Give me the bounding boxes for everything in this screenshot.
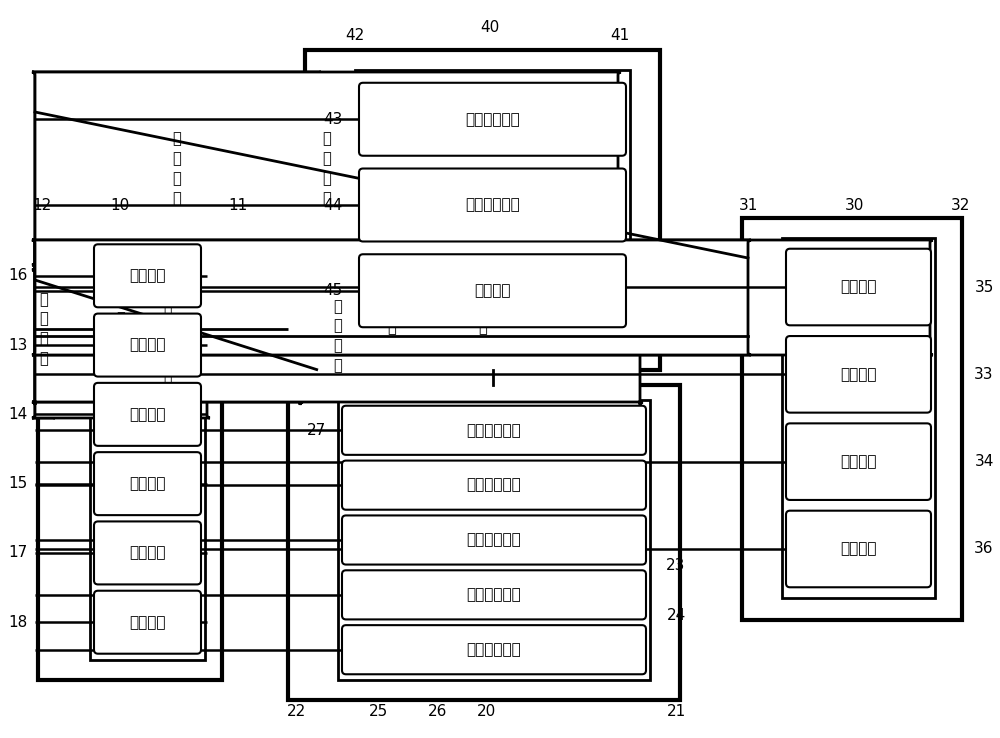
Text: 机器翻译模块: 机器翻译模块 (467, 477, 521, 493)
FancyBboxPatch shape (32, 240, 55, 418)
Text: 25: 25 (368, 705, 388, 720)
Bar (782, 238, 935, 598)
Text: 13: 13 (8, 337, 28, 353)
Bar (355, 70, 630, 340)
FancyBboxPatch shape (342, 625, 646, 675)
Bar (288, 385, 680, 700)
FancyBboxPatch shape (342, 570, 646, 619)
Text: 17: 17 (8, 545, 28, 560)
Text: 42: 42 (345, 27, 365, 43)
Text: 27: 27 (306, 423, 326, 438)
Text: 23: 23 (666, 557, 686, 573)
FancyBboxPatch shape (359, 255, 626, 327)
Text: 数
据
存
储
模
块: 数 据 存 储 模 块 (163, 283, 172, 389)
Text: 通
信
模
块: 通 信 模 块 (322, 131, 331, 206)
Text: 35: 35 (974, 280, 994, 294)
FancyBboxPatch shape (94, 452, 201, 515)
FancyBboxPatch shape (32, 72, 321, 265)
Text: 个人模块: 个人模块 (840, 542, 877, 556)
Text: 定位模块: 定位模块 (129, 615, 166, 630)
Text: 语音模块: 语音模块 (129, 337, 166, 353)
Text: 译员评分模块: 译员评分模块 (467, 533, 521, 548)
Text: 44: 44 (323, 198, 343, 213)
Bar (742, 218, 962, 620)
Text: 41: 41 (610, 27, 630, 43)
Text: 24: 24 (666, 607, 686, 622)
Text: 翻译模块: 翻译模块 (840, 454, 877, 469)
Text: 通
信
模
块: 通 信 模 块 (387, 261, 396, 335)
Text: 通
信
模
块: 通 信 模 块 (117, 292, 125, 366)
Text: 18: 18 (8, 615, 28, 630)
FancyBboxPatch shape (94, 314, 201, 376)
FancyBboxPatch shape (786, 424, 931, 500)
FancyBboxPatch shape (94, 522, 201, 584)
Text: 32: 32 (950, 198, 970, 213)
FancyBboxPatch shape (32, 240, 751, 355)
Text: 10: 10 (110, 198, 130, 213)
Text: 语音模块: 语音模块 (840, 367, 877, 382)
Text: 14: 14 (8, 407, 28, 422)
FancyBboxPatch shape (32, 267, 643, 405)
Bar (90, 238, 205, 660)
Text: 30: 30 (845, 198, 865, 213)
FancyBboxPatch shape (786, 511, 931, 587)
Text: 显
示
模
块: 显 示 模 块 (172, 131, 181, 206)
Text: 决策生成模块: 决策生成模块 (467, 423, 521, 438)
FancyBboxPatch shape (342, 461, 646, 510)
Text: 显
示
模
块: 显 示 模 块 (39, 292, 48, 366)
FancyBboxPatch shape (32, 240, 933, 355)
FancyBboxPatch shape (342, 515, 646, 565)
FancyBboxPatch shape (32, 240, 210, 418)
FancyBboxPatch shape (94, 244, 201, 307)
Text: 通
信
模
块: 通 信 模 块 (333, 299, 342, 373)
FancyBboxPatch shape (32, 72, 621, 265)
Text: 20: 20 (477, 705, 497, 720)
FancyBboxPatch shape (94, 383, 201, 446)
Bar (38, 218, 222, 680)
Text: 26: 26 (428, 705, 448, 720)
FancyBboxPatch shape (94, 590, 201, 654)
Text: 个人模块: 个人模块 (474, 283, 511, 298)
FancyBboxPatch shape (786, 249, 931, 325)
Text: 45: 45 (323, 283, 343, 298)
FancyBboxPatch shape (786, 336, 931, 413)
Text: 订单分发模块: 订单分发模块 (467, 587, 521, 602)
Text: 显
示
模
块: 显 示 模 块 (478, 261, 487, 335)
Text: 后台处理模块: 后台处理模块 (465, 111, 520, 127)
Text: 43: 43 (323, 111, 343, 127)
Text: 12: 12 (32, 198, 52, 213)
Text: 21: 21 (666, 705, 686, 720)
Text: 15: 15 (8, 476, 28, 492)
FancyBboxPatch shape (359, 83, 626, 156)
Text: 16: 16 (8, 269, 28, 283)
Text: 翻译模块: 翻译模块 (129, 407, 166, 422)
Text: 个人模块: 个人模块 (129, 545, 166, 560)
Text: 22: 22 (286, 705, 306, 720)
Text: 口音评分模块: 口音评分模块 (465, 198, 520, 213)
Text: 33: 33 (974, 367, 994, 382)
Text: 反馈模块: 反馈模块 (129, 476, 166, 492)
Bar (305, 50, 660, 370)
Text: 语料学习模块: 语料学习模块 (467, 642, 521, 658)
Text: 34: 34 (974, 454, 994, 469)
Bar (338, 400, 650, 680)
Text: 注册模块: 注册模块 (840, 280, 877, 294)
Text: 注册模块: 注册模块 (129, 269, 166, 283)
FancyBboxPatch shape (359, 168, 626, 241)
Text: 40: 40 (480, 21, 500, 35)
FancyBboxPatch shape (32, 267, 303, 405)
Text: 36: 36 (974, 542, 994, 556)
Text: 31: 31 (738, 198, 758, 213)
Text: 11: 11 (228, 198, 248, 213)
FancyBboxPatch shape (342, 406, 646, 455)
